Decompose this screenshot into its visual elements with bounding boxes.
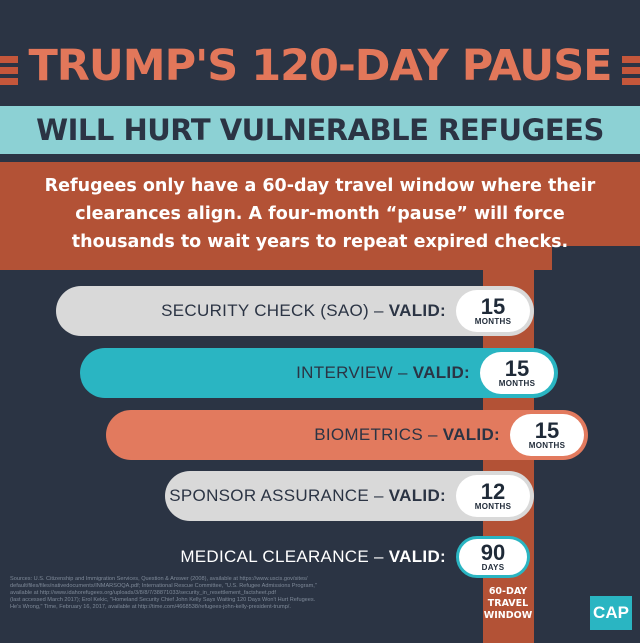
page-subtitle: WILL HURT VULNERABLE REFUGEES	[36, 113, 604, 147]
check-label: INTERVIEW – VALID:	[296, 363, 470, 382]
check-label: BIOMETRICS – VALID:	[314, 425, 500, 444]
duration-badge: 90 DAYS	[456, 536, 530, 578]
travel-window-line: TRAVEL	[487, 598, 529, 609]
duration-badge: 15 MONTHS	[480, 352, 554, 394]
check-pill-biometrics: BIOMETRICS – VALID: 15 MONTHS	[106, 410, 588, 460]
travel-window-label: 60-DAY TRAVEL WINDOW	[478, 586, 538, 622]
subtitle-bar	[0, 106, 640, 154]
description-line: thousands to wait years to repeat expire…	[71, 232, 569, 252]
duration-unit: MONTHS	[474, 501, 512, 511]
sources-line: default/files/files/nativedocuments/INMA…	[10, 583, 317, 589]
page-title-text: TRUMP'S 120-DAY PAUSE	[18, 41, 622, 91]
travel-window-line: 60-DAY	[488, 586, 528, 597]
duration-unit: MONTHS	[474, 316, 512, 326]
duration-value: 15	[534, 417, 560, 443]
description-line: clearances align. A four-month “pause” w…	[75, 204, 565, 224]
description-line: Refugees only have a 60-day travel windo…	[44, 176, 596, 196]
duration-value: 12	[480, 478, 506, 504]
check-pill-sponsor: SPONSOR ASSURANCE – VALID: 12 MONTHS	[165, 471, 534, 521]
duration-badge: 15 MONTHS	[456, 290, 530, 332]
page-title: TRUMP'S 120-DAY PAUSE	[0, 36, 640, 96]
duration-badge: 12 MONTHS	[456, 475, 530, 517]
sources-line: Sources: U.S. Citizenship and Immigratio…	[10, 576, 308, 582]
sources-text: Sources: U.S. Citizenship and Immigratio…	[10, 576, 430, 611]
check-label: SECURITY CHECK (SAO) – VALID:	[161, 301, 446, 320]
sources-line: available at http://www.idahorefugees.or…	[10, 590, 276, 596]
duration-unit: DAYS	[481, 562, 505, 572]
sources-line: (last accessed March 2017); Erol Kekic, …	[10, 597, 316, 603]
description-text: Refugees only have a 60-day travel windo…	[40, 172, 600, 256]
check-label: MEDICAL CLEARANCE – VALID:	[180, 547, 446, 566]
description-panel-notch	[552, 246, 640, 270]
check-pill-security: SECURITY CHECK (SAO) – VALID: 15 MONTHS	[56, 286, 534, 336]
duration-value: 15	[504, 355, 530, 381]
cap-logo: CAP	[590, 596, 632, 630]
duration-unit: MONTHS	[498, 378, 536, 388]
check-pill-medical: MEDICAL CLEARANCE – VALID: 90 DAYS	[165, 532, 534, 582]
sources-line: He's Wrong," Time, February 16, 2017, av…	[10, 604, 291, 610]
check-pill-interview: INTERVIEW – VALID: 15 MONTHS	[80, 348, 558, 398]
check-label: SPONSOR ASSURANCE – VALID:	[169, 486, 446, 505]
travel-window-line: WINDOW	[483, 610, 533, 621]
duration-value: 15	[480, 293, 506, 319]
duration-value: 90	[480, 539, 506, 565]
duration-badge: 15 MONTHS	[510, 414, 584, 456]
duration-unit: MONTHS	[528, 440, 566, 450]
